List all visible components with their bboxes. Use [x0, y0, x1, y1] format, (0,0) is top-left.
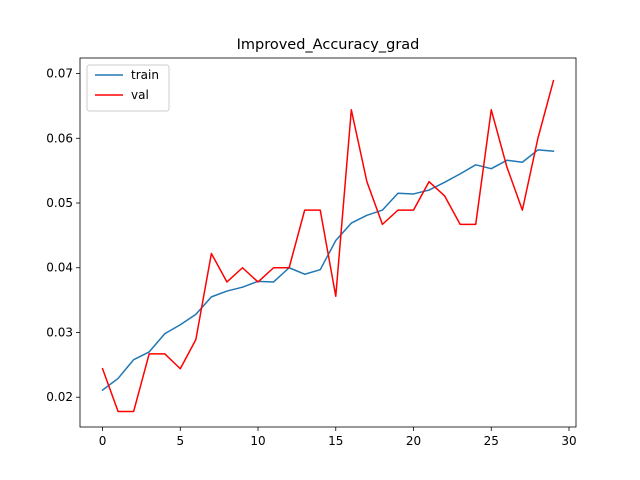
y-axis: 0.02 0.03 0.04 0.05 0.06 0.07: [46, 67, 80, 404]
y-tick-label: 0.04: [46, 261, 73, 275]
x-tick-label: 0: [99, 434, 107, 448]
legend-label-train: train: [131, 68, 159, 82]
axes-frame: [79, 57, 577, 428]
x-tick-label: 25: [484, 434, 499, 448]
x-tick-label: 15: [328, 434, 343, 448]
y-tick-label: 0.02: [46, 390, 73, 404]
x-tick-label: 20: [406, 434, 421, 448]
y-tick-label: 0.05: [46, 196, 73, 210]
legend: train val: [86, 64, 170, 112]
x-axis: 0 5 10 15 20 25 30: [99, 427, 577, 448]
x-tick-label: 30: [561, 434, 576, 448]
legend-label-val: val: [131, 88, 149, 102]
x-tick-label: 10: [250, 434, 265, 448]
series-line-val: [101, 79, 555, 413]
x-tick-label: 5: [176, 434, 184, 448]
y-tick-label: 0.06: [46, 131, 73, 145]
y-tick-label: 0.03: [46, 325, 73, 339]
legend-box: [86, 64, 170, 112]
series-layer: [101, 79, 555, 413]
y-tick-label: 0.07: [46, 67, 73, 81]
chart-title: Improved_Accuracy_grad: [237, 37, 420, 53]
